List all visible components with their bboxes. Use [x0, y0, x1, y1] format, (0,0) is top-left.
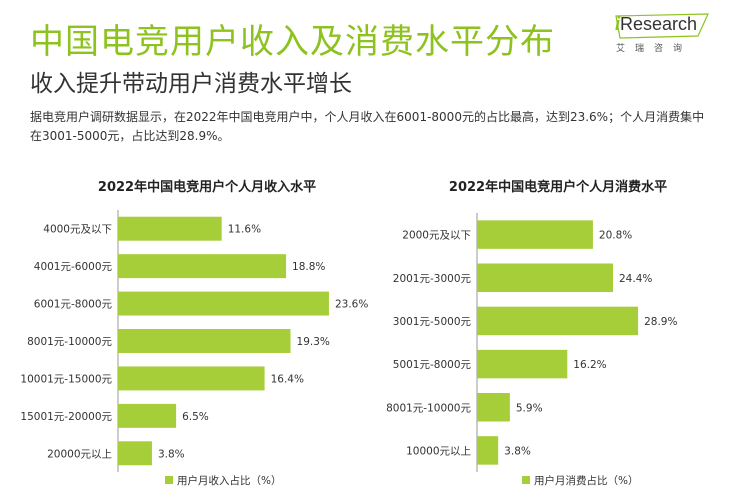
category-label: 20000元以上 [47, 448, 112, 460]
data-label: 3.8% [158, 448, 185, 460]
logo-swoosh-icon [615, 13, 709, 39]
bar [118, 403, 177, 428]
data-label: 3.8% [504, 445, 531, 457]
iresearch-logo: iResearch 艾瑞咨询 [612, 12, 712, 60]
category-label: 4000元及以下 [43, 224, 112, 236]
bar [118, 441, 152, 466]
category-label: 2000元及以下 [402, 230, 471, 242]
bar [118, 291, 329, 316]
category-label: 5001元-8000元 [393, 359, 472, 371]
category-label: 4001元-6000元 [34, 261, 113, 273]
data-label: 28.9% [644, 316, 677, 328]
data-label: 18.8% [292, 261, 325, 273]
data-label: 23.6% [335, 299, 368, 311]
chart-title: 2022年中国电竞用户个人月消费水平 [449, 179, 667, 195]
logo-subtitle: 艾瑞咨询 [616, 44, 693, 54]
bar [477, 393, 510, 422]
bar [118, 366, 265, 391]
category-label: 10000元以上 [406, 445, 471, 457]
data-label: 16.2% [573, 359, 606, 371]
data-label: 19.3% [297, 336, 330, 348]
logo-wordmark: iResearch [615, 14, 698, 34]
bar [118, 254, 287, 279]
bar [477, 263, 613, 292]
legend-label: 用户月消费占比（%） [534, 474, 638, 487]
page-title: 中国电竞用户收入及消费水平分布 [30, 22, 555, 62]
bar [477, 436, 499, 465]
legend-label: 用户月收入占比（%） [177, 474, 281, 487]
category-label: 6001元-8000元 [34, 299, 113, 311]
category-label: 8001元-10000元 [386, 402, 471, 414]
page-subtitle: 收入提升带动用户消费水平增长 [30, 71, 352, 97]
data-label: 6.5% [182, 411, 209, 423]
data-label: 16.4% [271, 373, 304, 385]
page-description: 据电竞用户调研数据显示，在2022年中国电竞用户中，个人月收入在6001-800… [30, 110, 705, 143]
category-label: 3001元-5000元 [393, 316, 472, 328]
category-label: 15001元-20000元 [20, 411, 112, 423]
legend-swatch [522, 476, 530, 484]
bar [118, 216, 222, 241]
bar [477, 306, 639, 336]
category-label: 8001元-10000元 [27, 336, 112, 348]
legend-swatch [165, 476, 173, 484]
category-label: 10001元-15000元 [20, 373, 112, 385]
category-label: 2001元-3000元 [393, 273, 472, 285]
data-label: 11.6% [228, 224, 261, 236]
chart-title: 2022年中国电竞用户个人月收入水平 [98, 179, 316, 195]
data-label: 24.4% [619, 273, 652, 285]
data-label: 20.8% [599, 230, 632, 242]
data-label: 5.9% [516, 402, 543, 414]
bar [118, 329, 291, 353]
bar [477, 220, 593, 249]
bar [477, 349, 568, 379]
